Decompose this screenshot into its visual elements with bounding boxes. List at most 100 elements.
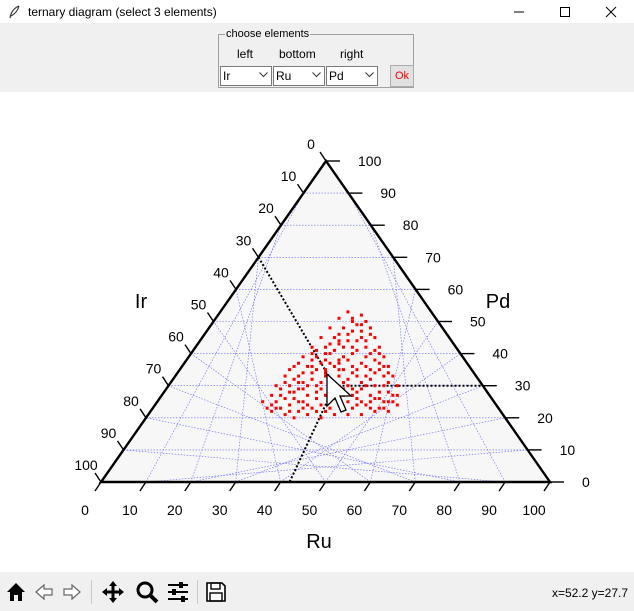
choose-elements-group (218, 34, 414, 88)
tick-label-right: 70 (425, 249, 441, 265)
data-point (350, 393, 354, 397)
back-button[interactable] (31, 579, 57, 605)
tick-label-bottom: 20 (167, 502, 183, 518)
data-point (328, 326, 332, 330)
configure-button[interactable] (165, 579, 191, 605)
tick-marks (94, 151, 564, 492)
data-point (274, 384, 278, 388)
data-point (337, 368, 341, 372)
data-point (319, 416, 323, 420)
data-point (324, 409, 327, 413)
pan-button[interactable] (100, 579, 126, 605)
data-point (315, 397, 319, 401)
forward-button[interactable] (59, 579, 85, 605)
tick-mark (318, 481, 327, 492)
data-point (386, 380, 390, 384)
right-element-select[interactable]: Pd (326, 66, 378, 86)
home-button[interactable] (3, 579, 29, 605)
data-point (377, 406, 381, 410)
close-button[interactable] (588, 0, 634, 23)
ternary-plot[interactable]: 0 0 0 10 10 10 20 20 20 30 30 30 40 40 40 50 50 50 60 60 60 7… (0, 92, 634, 572)
data-point (391, 374, 395, 378)
data-point (364, 403, 368, 407)
data-point (382, 355, 386, 359)
data-point (310, 406, 314, 410)
maximize-button[interactable] (542, 0, 588, 23)
tick-label-left: 40 (213, 264, 229, 280)
tick-label-bottom: 100 (522, 502, 546, 518)
data-point (355, 374, 359, 378)
data-point (368, 377, 372, 381)
data-point (355, 323, 359, 327)
data-point (292, 364, 296, 368)
data-point (270, 403, 274, 407)
data-point (324, 358, 327, 362)
data-point (346, 384, 350, 388)
zoom-button[interactable] (134, 579, 160, 605)
data-point (332, 348, 336, 352)
bottom-element-select[interactable]: Ru (273, 66, 325, 86)
data-point (350, 329, 354, 333)
data-point (292, 390, 296, 394)
data-point (346, 377, 350, 381)
tick-mark (139, 481, 147, 492)
data-point (324, 352, 327, 356)
element-chooser-panel: choose elements left bottom right Ir Ru … (0, 23, 634, 92)
grid-line (168, 385, 416, 483)
data-point (328, 406, 332, 410)
pan-icon (102, 581, 124, 603)
tick-label-bottom: 60 (347, 502, 363, 518)
grid-line (280, 353, 461, 483)
data-point (324, 393, 327, 397)
data-point (292, 397, 296, 401)
data-point (297, 409, 301, 413)
data-point (306, 384, 310, 388)
cursor-coordinates: x=52.2 y=27.7 (551, 586, 628, 600)
right-label: right (340, 47, 364, 61)
chevron-down-icon (365, 72, 374, 78)
tick-label-bottom: 0 (81, 502, 89, 518)
data-point (319, 336, 323, 340)
data-point (279, 393, 283, 397)
data-point (350, 364, 354, 368)
data-point (274, 400, 278, 404)
tick-label-right: 40 (492, 346, 508, 362)
data-point (373, 348, 377, 352)
data-point (328, 352, 332, 356)
data-point (377, 397, 381, 401)
tick-label-right: 100 (358, 153, 382, 169)
tick-label-left: 0 (307, 136, 315, 152)
ok-button[interactable]: Ok (390, 65, 414, 87)
minimize-button[interactable] (496, 0, 542, 23)
tick-label-bottom: 70 (392, 502, 408, 518)
grid-line (213, 321, 326, 483)
grid-lines (123, 192, 528, 483)
data-point (337, 339, 341, 343)
data-point (368, 352, 372, 356)
data-point (283, 374, 287, 378)
data-point (373, 336, 377, 340)
tick-label-right: 60 (448, 281, 464, 297)
bottom-element-value: Ru (276, 69, 292, 83)
tick-label-left: 60 (168, 329, 184, 345)
data-point (382, 364, 386, 368)
data-point (359, 380, 363, 384)
data-point (332, 413, 336, 417)
data-point (324, 374, 327, 378)
data-point (382, 374, 386, 378)
tick-mark (229, 280, 237, 290)
tick-label-right: 50 (470, 314, 486, 330)
grid-line (123, 449, 506, 483)
save-button[interactable] (203, 579, 229, 605)
data-point (306, 403, 310, 407)
tick-mark (139, 408, 147, 419)
left-element-select[interactable]: Ir (220, 66, 272, 86)
data-point (324, 368, 327, 372)
toolbar-separator (91, 580, 92, 604)
data-point (364, 364, 368, 368)
tick-mark (453, 481, 461, 492)
data-point (341, 355, 345, 359)
data-point (395, 384, 399, 388)
data-point (355, 397, 359, 401)
data-point (337, 332, 341, 336)
